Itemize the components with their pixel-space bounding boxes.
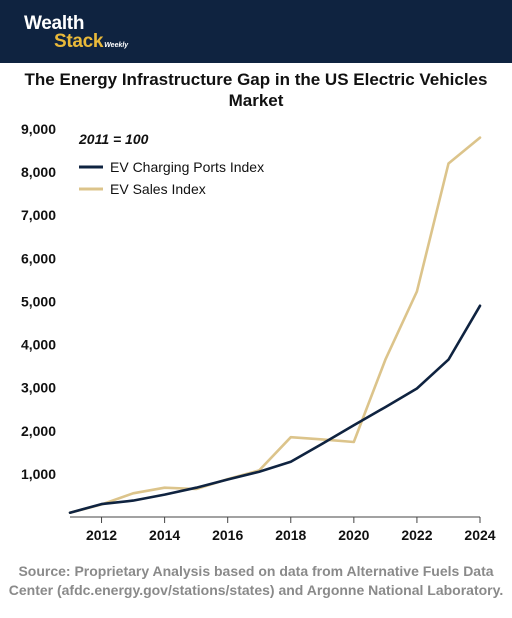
y-tick-label: 2,000 [21,423,56,439]
y-tick-label: 1,000 [21,466,56,482]
logo-bottom-line: StackWeekly [54,32,128,51]
y-tick-label: 4,000 [21,337,56,353]
source-note: Source: Proprietary Analysis based on da… [8,563,504,598]
x-tick-label: 2018 [275,527,306,543]
y-tick-label: 5,000 [21,293,56,309]
x-tick-label: 2020 [338,527,369,543]
logo-stack-text: Stack [54,31,104,52]
brand-header: Wealth StackWeekly [0,0,512,63]
base-year-annotation: 2011 = 100 [78,131,149,147]
series-line-ev-sales-index [68,136,482,515]
chart-title: The Energy Infrastructure Gap in the US … [24,70,488,110]
y-tick-label: 8,000 [21,164,56,180]
legend-label: EV Sales Index [110,181,206,197]
x-tick-label: 2012 [86,527,117,543]
legend-label: EV Charging Ports Index [110,159,264,175]
x-tick-label: 2024 [464,527,495,543]
y-tick-label: 3,000 [21,380,56,396]
wealthstack-logo: Wealth StackWeekly [24,14,128,51]
y-tick-label: 6,000 [21,250,56,266]
x-tick-label: 2022 [401,527,432,543]
x-tick-label: 2014 [149,527,180,543]
y-tick-label: 9,000 [21,121,56,137]
logo-top-text: Wealth [24,13,85,34]
y-tick-label: 7,000 [21,207,56,223]
x-tick-label: 2016 [212,527,243,543]
logo-weekly-text: Weekly [104,42,129,49]
series-line-ev-charging-ports-index [68,304,482,515]
